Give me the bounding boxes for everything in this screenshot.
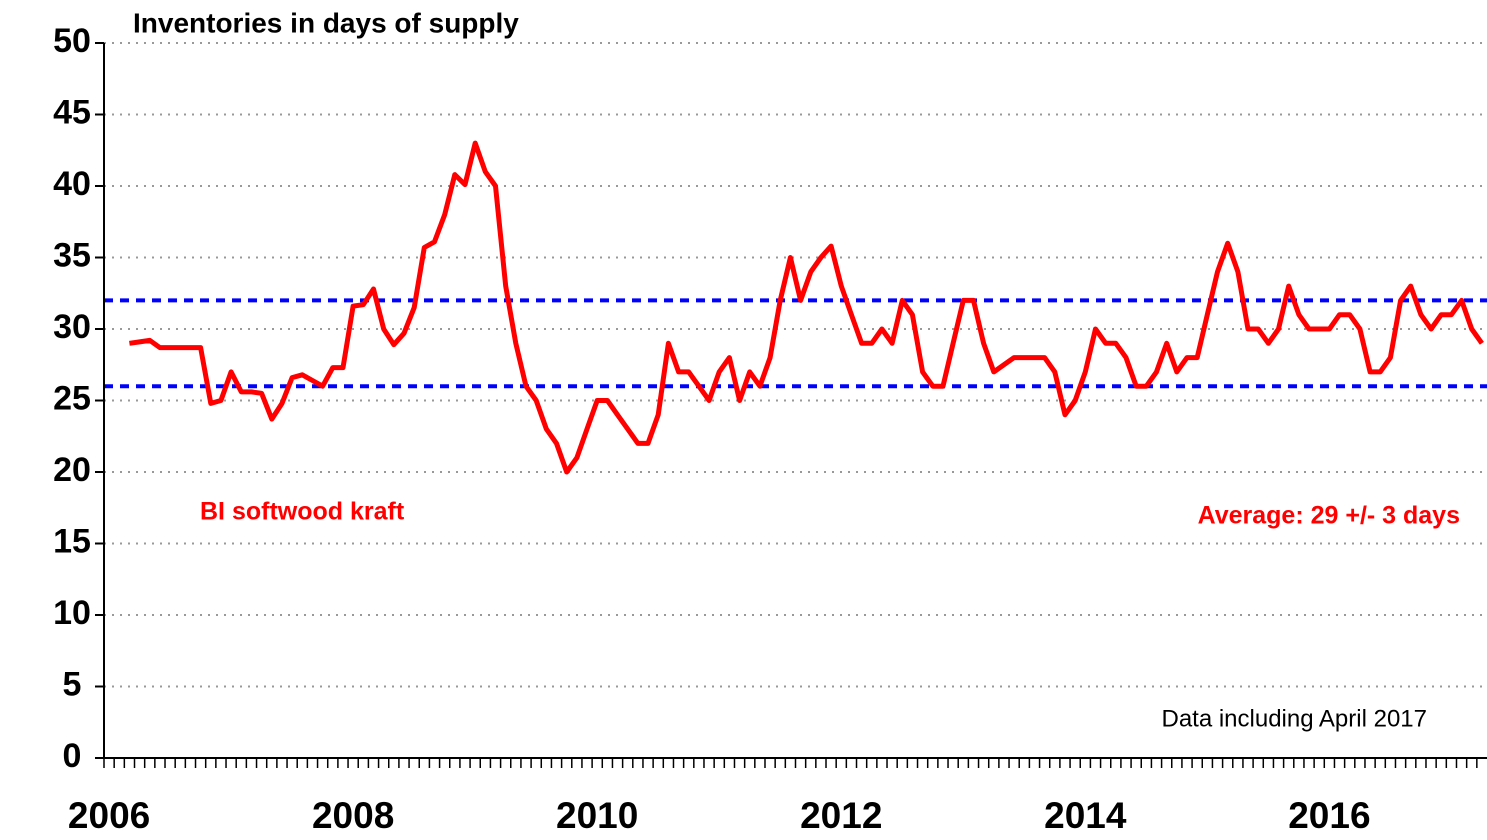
y-tick-label: 15 xyxy=(53,522,91,560)
y-tick-label: 30 xyxy=(53,308,91,346)
x-tick-label: 2006 xyxy=(68,795,150,836)
annotation: Average: 29 +/- 3 days xyxy=(1198,502,1460,530)
y-tick-label: 50 xyxy=(53,22,91,60)
series-label: BI softwood kraft xyxy=(200,498,405,526)
x-tick-label: 2010 xyxy=(556,795,638,836)
chart-title: Inventories in days of supply xyxy=(133,7,519,38)
x-tick-label: 2014 xyxy=(1044,795,1127,836)
y-tick-label: 35 xyxy=(53,236,91,274)
x-tick-label: 2008 xyxy=(312,795,394,836)
y-tick-label: 5 xyxy=(63,665,82,703)
x-tick-label: 2012 xyxy=(800,795,882,836)
y-tick-label: 0 xyxy=(63,737,82,775)
x-tick-label: 2016 xyxy=(1288,795,1370,836)
y-tick-label: 40 xyxy=(53,165,91,203)
y-tick-label: 45 xyxy=(53,93,91,131)
note: Data including April 2017 xyxy=(1161,705,1427,732)
y-tick-label: 20 xyxy=(53,451,91,489)
series-line xyxy=(129,140,1484,475)
y-tick-label: 10 xyxy=(53,594,91,632)
y-tick-label: 25 xyxy=(53,379,91,417)
